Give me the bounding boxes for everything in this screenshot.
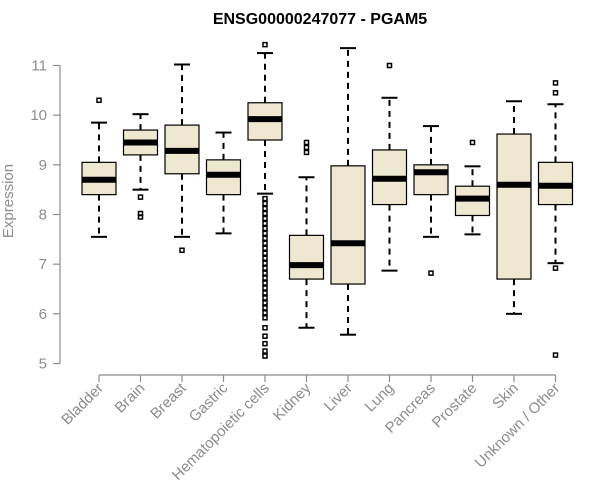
box-kidney xyxy=(288,139,325,329)
box-lung xyxy=(371,62,408,272)
box-skin xyxy=(496,100,532,315)
box-pancreas xyxy=(413,125,449,276)
box-prostate xyxy=(454,139,491,236)
box-hematopoietic-cells xyxy=(247,41,283,359)
outlier-point xyxy=(262,275,268,281)
outlier-point xyxy=(262,260,268,266)
outlier-point xyxy=(262,220,268,227)
outlier-point xyxy=(262,205,268,212)
outlier-point xyxy=(262,265,268,271)
box-gastric xyxy=(205,131,242,235)
box-liver xyxy=(330,47,366,336)
outlier-point xyxy=(386,62,393,69)
outlier-point xyxy=(137,194,144,200)
outlier-point xyxy=(262,245,268,252)
outlier-point xyxy=(262,210,268,217)
outlier-point xyxy=(262,255,268,261)
outlier-point xyxy=(262,230,268,237)
outlier-point xyxy=(262,285,268,291)
outlier-point xyxy=(262,225,268,232)
outlier-point xyxy=(552,265,559,271)
outlier-point xyxy=(262,353,268,359)
outlier-point xyxy=(262,195,268,202)
y-tick-label: 8 xyxy=(39,207,47,224)
outlier-point xyxy=(262,280,268,286)
outlier-point xyxy=(262,340,268,347)
y-tick-label: 6 xyxy=(39,306,47,323)
outlier-point xyxy=(262,310,268,316)
x-tick-label: Prostate xyxy=(429,380,481,432)
outlier-point xyxy=(552,80,559,86)
box-breast xyxy=(164,63,200,254)
x-tick-label: Breast xyxy=(147,379,190,422)
box-series xyxy=(81,41,574,359)
outlier-point xyxy=(262,215,268,222)
y-tick-label: 9 xyxy=(39,157,47,174)
outlier-point xyxy=(552,352,559,358)
outlier-point xyxy=(262,290,268,296)
outlier-point xyxy=(262,333,268,339)
x-tick-label: Lung xyxy=(362,380,398,416)
y-tick-label: 11 xyxy=(31,58,47,75)
outlier-point xyxy=(262,270,268,276)
box-iqr xyxy=(496,133,532,280)
outlier-point xyxy=(262,295,268,301)
x-tick-label: Liver xyxy=(321,380,356,415)
chart-title: ENSG00000247077 - PGAM5 xyxy=(213,11,427,28)
outlier-point xyxy=(262,305,268,311)
outlier-point xyxy=(303,144,310,151)
outlier-point xyxy=(137,214,144,220)
outlier-point xyxy=(262,348,268,354)
outlier-point xyxy=(262,300,268,306)
outlier-point xyxy=(262,240,268,247)
x-tick-label: Kidney xyxy=(270,379,315,424)
y-tick-label: 5 xyxy=(39,356,47,373)
outlier-point xyxy=(303,149,310,156)
outlier-point xyxy=(262,250,268,256)
outlier-point xyxy=(469,139,476,146)
x-tick-label: Bladder xyxy=(58,380,107,429)
y-axis: 5 6 7 8 9 10 11 xyxy=(30,58,61,373)
box-iqr xyxy=(330,165,366,285)
y-axis-label: Expression xyxy=(0,164,17,238)
outlier-point xyxy=(262,324,268,331)
outlier-point xyxy=(262,315,268,321)
x-tick-label: Skin xyxy=(489,380,522,413)
box-iqr xyxy=(288,234,325,280)
outlier-point xyxy=(303,139,310,146)
outlier-point xyxy=(262,200,268,207)
y-tick-label: 10 xyxy=(30,107,47,124)
box-brain xyxy=(122,113,159,220)
outlier-point xyxy=(552,90,559,96)
y-tick-label: 7 xyxy=(39,256,47,273)
outlier-point xyxy=(262,41,268,48)
outlier-point xyxy=(96,97,102,104)
outlier-point xyxy=(428,270,434,276)
outlier-point xyxy=(179,247,185,254)
box-unknown-other xyxy=(537,80,574,358)
outlier-point xyxy=(262,235,268,242)
box-bladder xyxy=(81,97,117,238)
x-tick-label: Brain xyxy=(112,380,149,417)
